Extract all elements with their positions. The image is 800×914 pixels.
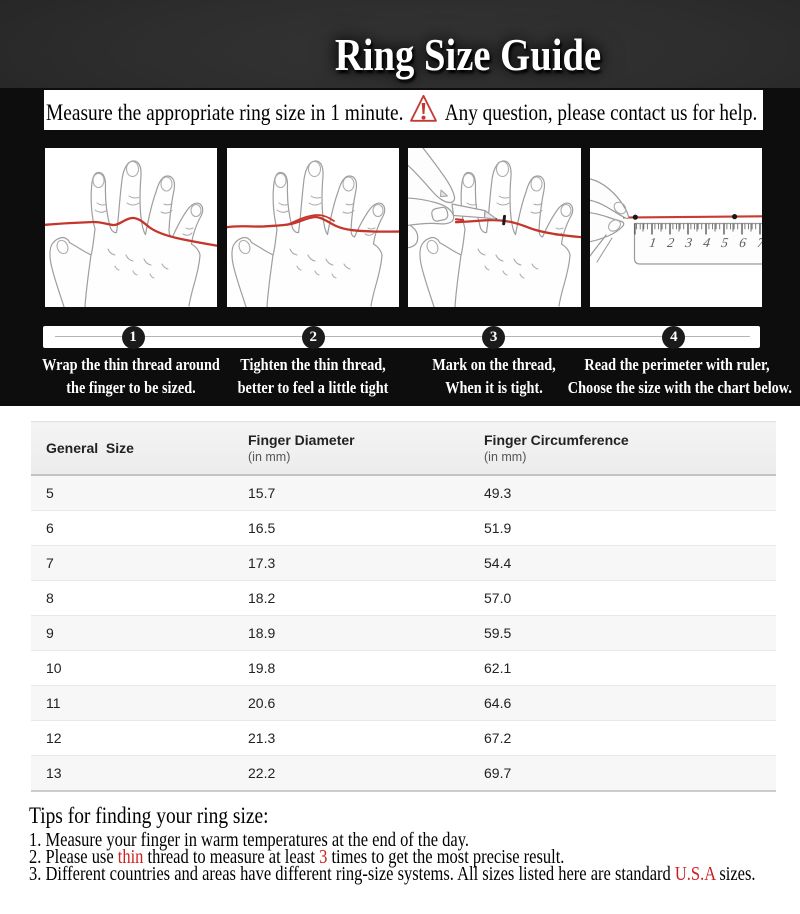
svg-text:4: 4 [702,235,711,250]
svg-text:5: 5 [720,235,729,250]
svg-text:6: 6 [738,235,747,250]
svg-text:1: 1 [648,235,657,250]
svg-text:3: 3 [683,235,693,250]
svg-text:2: 2 [666,235,675,250]
svg-text:7: 7 [756,235,762,250]
